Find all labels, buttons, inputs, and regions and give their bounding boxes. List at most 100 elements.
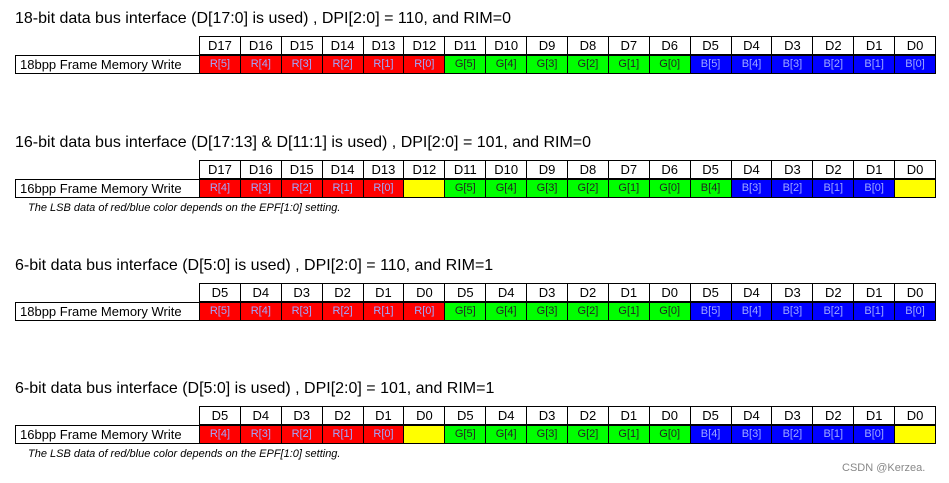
bit-cell: B[0] bbox=[853, 179, 896, 198]
bit-header: D7 bbox=[607, 160, 650, 179]
bit-cell: G[5] bbox=[444, 302, 487, 321]
bit-header: D6 bbox=[648, 160, 691, 179]
bit-header: D2 bbox=[812, 406, 855, 425]
bit-cell: B[3] bbox=[730, 179, 773, 198]
bit-header: D2 bbox=[321, 283, 364, 302]
bit-header: D1 bbox=[853, 36, 896, 55]
bit-cell: B[4] bbox=[689, 425, 732, 444]
bit-header: D5 bbox=[689, 406, 732, 425]
bit-cell: G[3] bbox=[526, 302, 568, 321]
bit-cell bbox=[403, 179, 446, 198]
bit-cell: R[5] bbox=[199, 55, 241, 74]
bit-cell: B[5] bbox=[689, 55, 732, 74]
bit-cell: B[3] bbox=[771, 55, 814, 74]
bit-header: D13 bbox=[362, 36, 405, 55]
bit-cell: R[1] bbox=[362, 55, 405, 74]
bit-header: D5 bbox=[689, 283, 732, 302]
bit-cell: G[4] bbox=[485, 179, 528, 198]
bit-header: D4 bbox=[730, 283, 773, 302]
bit-header: D3 bbox=[280, 283, 323, 302]
bit-cell: G[1] bbox=[607, 179, 650, 198]
bit-header: D13 bbox=[362, 160, 405, 179]
bit-cell: B[1] bbox=[812, 425, 855, 444]
bit-cell: R[1] bbox=[362, 302, 405, 321]
note: The LSB data of red/blue color depends o… bbox=[28, 448, 341, 460]
bit-cell: B[1] bbox=[853, 302, 896, 321]
bit-cell: R[4] bbox=[199, 179, 241, 198]
bit-header: D1 bbox=[362, 406, 405, 425]
bit-cell: G[2] bbox=[567, 55, 609, 74]
bit-cell: G[3] bbox=[526, 425, 568, 444]
bit-cell: R[0] bbox=[403, 55, 446, 74]
bit-header: D2 bbox=[812, 160, 855, 179]
bit-header: D17 bbox=[199, 160, 241, 179]
bit-cell: R[4] bbox=[239, 302, 282, 321]
bit-cell: G[5] bbox=[444, 425, 487, 444]
bit-header: D12 bbox=[403, 36, 446, 55]
bit-header: D1 bbox=[362, 283, 405, 302]
bit-header: D11 bbox=[444, 160, 487, 179]
bit-cell: R[3] bbox=[280, 55, 323, 74]
bit-header: D4 bbox=[485, 283, 528, 302]
bit-header: D3 bbox=[771, 283, 814, 302]
bit-header: D9 bbox=[526, 160, 568, 179]
bit-cell: R[2] bbox=[321, 302, 364, 321]
bit-header: D0 bbox=[894, 160, 936, 179]
bit-cell: R[0] bbox=[403, 302, 446, 321]
bit-header: D3 bbox=[526, 406, 568, 425]
bit-cell: B[5] bbox=[689, 302, 732, 321]
bit-cell: R[0] bbox=[362, 425, 405, 444]
bit-header: D0 bbox=[403, 406, 446, 425]
bit-header: D0 bbox=[403, 283, 446, 302]
bit-header: D4 bbox=[239, 283, 282, 302]
bit-header: D15 bbox=[280, 160, 323, 179]
section-title: 16-bit data bus interface (D[17:13] & D[… bbox=[15, 134, 592, 151]
note: The LSB data of red/blue color depends o… bbox=[28, 202, 341, 214]
bit-header: D1 bbox=[607, 283, 650, 302]
bit-cell: R[0] bbox=[362, 179, 405, 198]
bit-cell: B[4] bbox=[730, 302, 773, 321]
bit-cell: B[2] bbox=[771, 179, 814, 198]
bit-cell: B[0] bbox=[894, 302, 936, 321]
bit-cell: B[1] bbox=[853, 55, 896, 74]
bit-header: D16 bbox=[239, 160, 282, 179]
bit-cell: B[4] bbox=[689, 179, 732, 198]
watermark: CSDN @Kerzea. bbox=[842, 462, 926, 474]
bit-cell: G[0] bbox=[648, 302, 691, 321]
bit-header: D14 bbox=[321, 160, 364, 179]
bit-cell: B[4] bbox=[730, 55, 773, 74]
bit-header: D3 bbox=[526, 283, 568, 302]
bit-cell: B[2] bbox=[812, 55, 855, 74]
bit-header: D12 bbox=[403, 160, 446, 179]
bit-cell: B[3] bbox=[771, 302, 814, 321]
bit-cell: R[3] bbox=[239, 425, 282, 444]
bit-cell: G[1] bbox=[607, 425, 650, 444]
bit-header: D3 bbox=[771, 406, 814, 425]
bit-cell: G[4] bbox=[485, 302, 528, 321]
bit-cell: B[1] bbox=[812, 179, 855, 198]
bit-header: D0 bbox=[894, 283, 936, 302]
section-title: 18-bit data bus interface (D[17:0] is us… bbox=[15, 10, 511, 27]
bit-cell: G[2] bbox=[567, 302, 609, 321]
bit-header: D5 bbox=[689, 160, 732, 179]
row-label: 16bpp Frame Memory Write bbox=[15, 425, 200, 444]
row-label: 16bpp Frame Memory Write bbox=[15, 179, 200, 198]
bit-cell: G[0] bbox=[648, 425, 691, 444]
bit-header: D8 bbox=[567, 36, 609, 55]
bit-header: D10 bbox=[485, 160, 528, 179]
bit-header: D2 bbox=[567, 283, 609, 302]
bit-cell: B[3] bbox=[730, 425, 773, 444]
bit-header: D1 bbox=[853, 283, 896, 302]
bit-cell: R[4] bbox=[239, 55, 282, 74]
bit-header: D11 bbox=[444, 36, 487, 55]
bit-header: D2 bbox=[321, 406, 364, 425]
bit-header: D4 bbox=[239, 406, 282, 425]
bit-cell bbox=[403, 425, 446, 444]
bit-cell: G[5] bbox=[444, 55, 487, 74]
bit-header: D6 bbox=[648, 36, 691, 55]
bit-header: D10 bbox=[485, 36, 528, 55]
bit-header: D2 bbox=[812, 36, 855, 55]
bit-cell bbox=[894, 425, 936, 444]
bit-header: D9 bbox=[526, 36, 568, 55]
